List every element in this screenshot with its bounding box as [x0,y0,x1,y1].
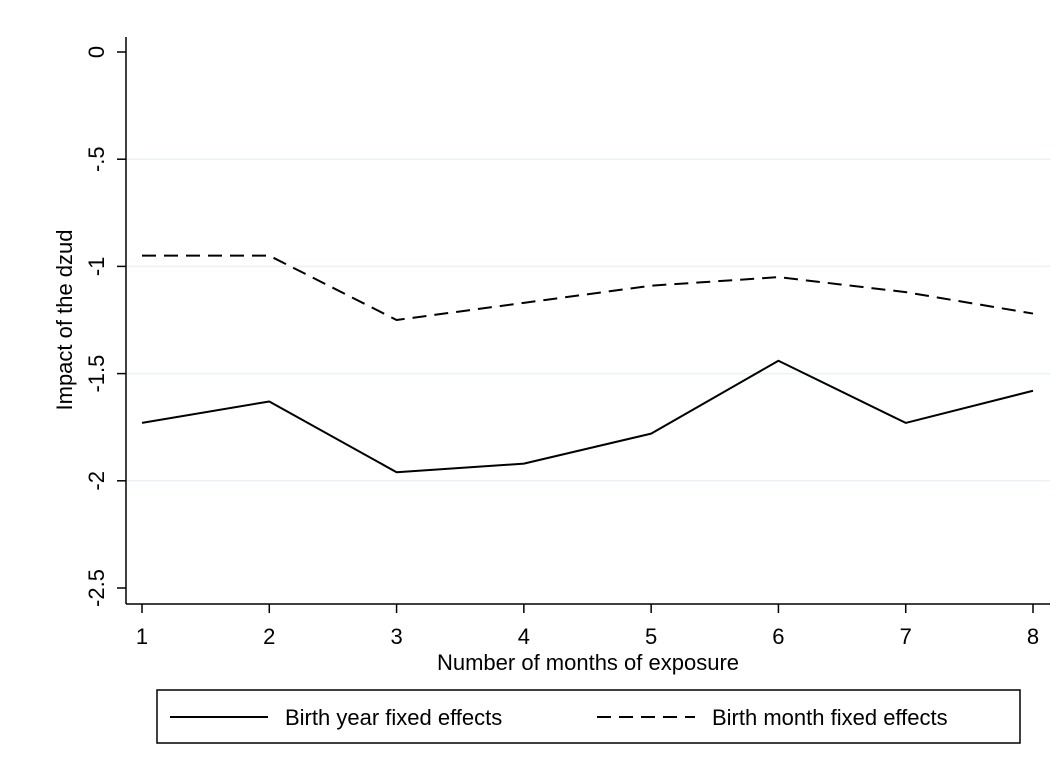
gridlines [127,158,1050,482]
y-tick-label: 0 [84,46,109,58]
legend-label-birth-month: Birth month fixed effects [712,705,948,730]
series-lines [141,254,1034,474]
series-line-birth-month-fixed-effects [142,254,1034,321]
x-ticks: 1 2 3 4 5 6 7 8 [136,604,1039,649]
x-tick-label: 5 [645,624,657,649]
legend-label-birth-year: Birth year fixed effects [285,705,502,730]
y-ticks: 0 -.5 -1 -1.5 -2 -2.5 [84,46,126,607]
y-axis-title: Impact of the dzud [52,230,77,411]
x-tick-label: 4 [518,624,530,649]
y-tick-label: -1 [84,257,109,277]
x-tick-label: 6 [772,624,784,649]
x-tick-label: 3 [390,624,402,649]
axes [125,37,1050,605]
y-tick-label: -2 [84,471,109,491]
y-tick-label: -1.5 [84,355,109,393]
series-line-birth-year-fixed-effects [141,359,1034,474]
x-tick-label: 2 [263,624,275,649]
legend: Birth year fixed effects Birth month fix… [156,689,1021,744]
y-tick-label: -.5 [84,146,109,172]
x-tick-label: 1 [136,624,148,649]
legend-box [156,689,1021,744]
x-axis-title: Number of months of exposure [437,650,739,675]
y-tick-label: -2.5 [84,569,109,607]
x-tick-label: 7 [900,624,912,649]
x-tick-label: 8 [1027,624,1039,649]
